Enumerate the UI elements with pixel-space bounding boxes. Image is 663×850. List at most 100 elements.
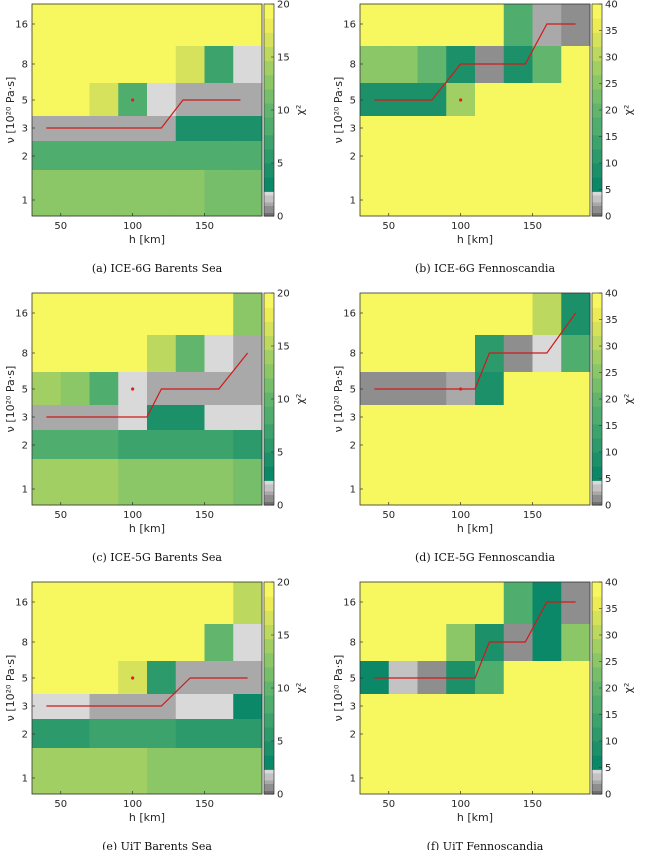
colorbar-band — [592, 49, 602, 55]
colorbar-band — [264, 317, 274, 322]
colorbar-band — [264, 71, 274, 76]
y-tick-label: 3 — [22, 702, 28, 713]
heatmap-cell — [60, 372, 90, 406]
heatmap-cell — [60, 4, 90, 47]
colorbar-band — [592, 46, 602, 51]
colorbar-band — [592, 14, 602, 19]
heatmap-cell — [388, 430, 418, 460]
colorbar-band — [264, 4, 274, 9]
heatmap-cell — [175, 335, 205, 373]
heatmap-cell — [446, 141, 476, 171]
colorbar-tick-label: 15 — [277, 631, 290, 642]
colorbar-band — [592, 11, 602, 16]
colorbar-band — [592, 402, 602, 407]
heatmap-cell — [561, 116, 591, 142]
colorbar-band — [264, 755, 274, 760]
heatmap-cell — [204, 748, 234, 795]
x-tick-label: 150 — [195, 221, 214, 232]
colorbar-band — [264, 416, 274, 421]
colorbar-band — [264, 374, 274, 379]
heatmap-cell — [32, 116, 62, 142]
heatmap-cell — [147, 459, 177, 506]
colorbar-band — [592, 307, 602, 312]
colorbar-band — [264, 741, 274, 746]
colorbar-band — [264, 110, 274, 115]
colorbar-band — [592, 691, 602, 696]
heatmap-cell — [503, 293, 533, 336]
colorbar-band — [592, 490, 602, 495]
heatmap-cell — [175, 116, 205, 142]
colorbar-band — [592, 663, 602, 668]
colorbar-band — [592, 709, 602, 714]
colorbar-band — [592, 39, 602, 44]
colorbar-tick-label: 20 — [277, 289, 290, 300]
y-tick-label: 16 — [15, 309, 28, 320]
heatmap-cell — [32, 170, 62, 217]
panel-caption: (d) ICE-5G Fennoscandia — [415, 551, 555, 564]
heatmap-cell — [89, 748, 119, 795]
heatmap-cell — [118, 293, 148, 336]
colorbar-band — [264, 631, 274, 636]
heatmap-cell — [175, 719, 205, 749]
heatmap-cell — [175, 4, 205, 47]
heatmap-cell — [204, 405, 234, 431]
colorbar-band — [264, 120, 274, 125]
colorbar-band — [592, 497, 602, 503]
colorbar-band — [592, 480, 602, 485]
heatmap-cell — [204, 170, 234, 217]
heatmap-cell — [503, 116, 533, 142]
heatmap-cell — [118, 170, 148, 217]
heatmap-cell — [446, 116, 476, 142]
colorbar-tick-label: 15 — [277, 53, 290, 64]
colorbar-band — [592, 751, 602, 756]
colorbar-tick-label: 30 — [605, 342, 618, 353]
heatmap-cell — [532, 170, 562, 217]
y-axis-label: ν [10²⁰ Pa·s] — [332, 77, 345, 144]
colorbar-band — [264, 11, 274, 16]
colorbar-tick-label: 35 — [605, 315, 618, 326]
colorbar-band — [264, 695, 274, 700]
heatmap-cell — [503, 141, 533, 171]
y-tick-label: 1 — [350, 485, 356, 496]
colorbar-band — [592, 67, 602, 72]
heatmap-cell — [561, 335, 591, 373]
colorbar-tick-label: 30 — [605, 631, 618, 642]
colorbar-band — [264, 145, 274, 150]
colorbar-band — [592, 673, 602, 678]
colorbar-band — [264, 645, 274, 650]
colorbar-band — [592, 360, 602, 365]
heatmap-cell — [561, 582, 591, 625]
heatmap-cell — [32, 83, 62, 117]
colorbar-band — [592, 420, 602, 425]
heatmap-cell — [204, 694, 234, 720]
colorbar-band — [264, 303, 274, 308]
colorbar-band — [264, 712, 274, 717]
colorbar-band — [264, 613, 274, 618]
y-axis-label: ν [10²⁰ Pa·s] — [4, 655, 17, 722]
colorbar-band — [264, 497, 274, 503]
heatmap-cell — [388, 141, 418, 171]
colorbar-band — [264, 494, 274, 499]
colorbar-band — [592, 184, 602, 189]
colorbar-tick-label: 20 — [605, 395, 618, 406]
plot-frame — [31, 581, 263, 795]
heatmap-cell — [532, 661, 562, 695]
heatmap-cell — [118, 459, 148, 506]
colorbar-band — [592, 353, 602, 358]
y-axis-label: ν [10²⁰ Pa·s] — [4, 366, 17, 433]
colorbar-band — [264, 635, 274, 640]
colorbar-band — [592, 585, 602, 590]
heatmap-cell — [233, 694, 263, 720]
colorbar-band — [264, 131, 274, 136]
y-tick-label: 5 — [22, 385, 28, 396]
colorbar-band — [264, 391, 274, 397]
colorbar-band — [592, 462, 602, 467]
plot-frame — [359, 3, 591, 217]
colorbar-band — [592, 444, 602, 450]
heatmap-cell — [417, 141, 447, 171]
colorbar-band — [592, 688, 602, 693]
colorbar-band — [592, 416, 602, 421]
colorbar-band — [264, 113, 274, 118]
colorbar-band — [592, 779, 602, 784]
